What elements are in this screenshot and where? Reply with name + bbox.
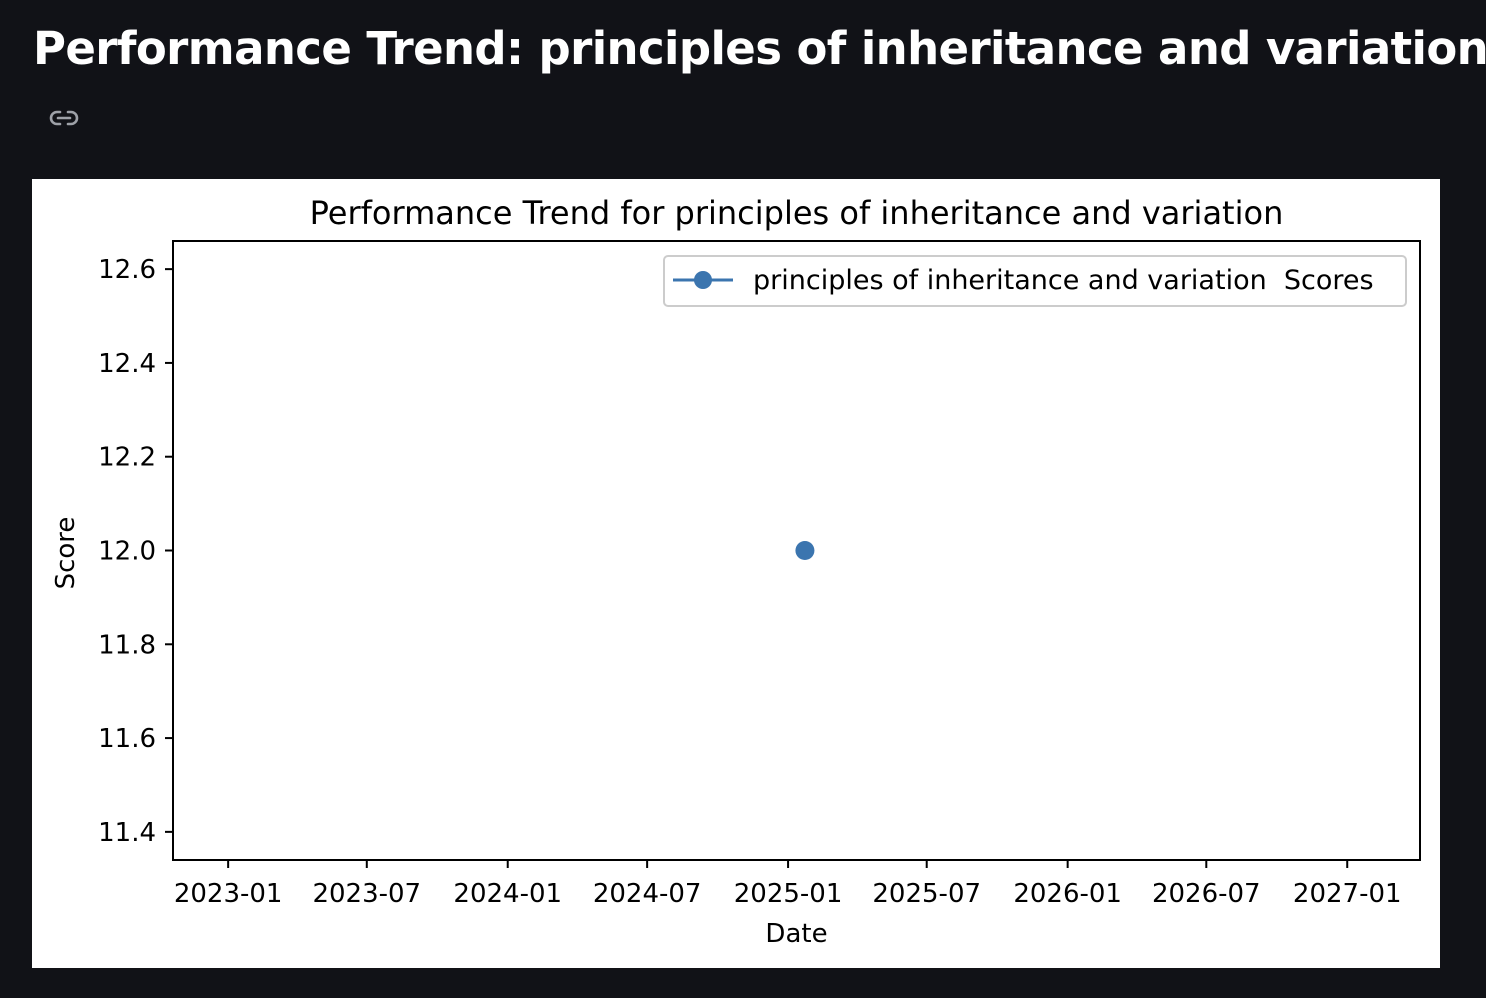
y-tick-label: 11.6 xyxy=(98,724,156,754)
y-tick-label: 12.0 xyxy=(98,537,156,567)
legend-series-label: principles of inheritance and variation … xyxy=(753,265,1374,296)
y-tick-label: 11.8 xyxy=(98,630,156,660)
x-tick-label: 2026-01 xyxy=(1013,879,1122,909)
series-layer xyxy=(795,541,815,560)
x-tick-label: 2026-07 xyxy=(1152,879,1261,909)
legend: principles of inheritance and variation … xyxy=(663,255,1407,307)
x-tick-label: 2024-07 xyxy=(593,879,702,909)
x-tick-label: 2023-01 xyxy=(174,879,283,909)
chart-title: Performance Trend for principles of inhe… xyxy=(310,194,1284,232)
legend-point-marker xyxy=(694,271,712,289)
chart-container: Performance Trend for principles of inhe… xyxy=(32,179,1440,968)
link-anchor-button[interactable] xyxy=(44,102,84,134)
legend-box xyxy=(663,255,1407,307)
x-axis-label: Date xyxy=(765,919,827,949)
y-tick-label: 11.4 xyxy=(98,818,156,848)
y-axis-label: Score xyxy=(51,517,81,590)
y-tick-label: 12.6 xyxy=(98,255,156,285)
x-tick-label: 2025-01 xyxy=(734,879,843,909)
y-tick-label: 12.4 xyxy=(98,349,156,379)
x-tick-label: 2023-07 xyxy=(312,879,421,909)
link-icon xyxy=(49,110,79,126)
x-tick-label: 2024-01 xyxy=(453,879,562,909)
page-title: Performance Trend: principles of inherit… xyxy=(33,22,1486,75)
x-tick-label: 2025-07 xyxy=(872,879,981,909)
data-point xyxy=(795,541,815,560)
x-tick-label: 2027-01 xyxy=(1293,879,1402,909)
x-axis-ticks: 2023-01 2023-07 2024-01 2024-07 2025-01 2025-… xyxy=(174,860,1402,909)
performance-trend-chart: Performance Trend for principles of inhe… xyxy=(51,194,1421,949)
y-axis-ticks: 11.4 11.6 11.8 12.0 12.2 12.4 12.6 xyxy=(98,255,173,848)
y-tick-label: 12.2 xyxy=(98,443,156,473)
